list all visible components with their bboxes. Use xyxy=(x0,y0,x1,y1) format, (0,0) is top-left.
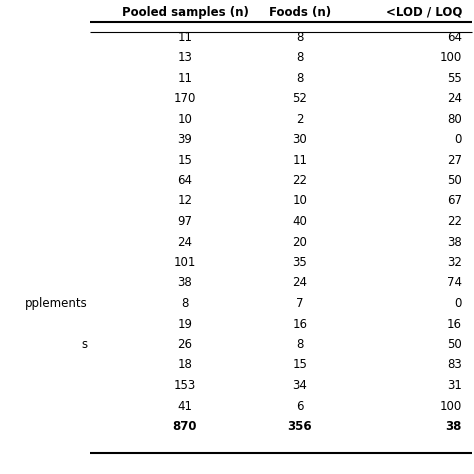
Text: 55: 55 xyxy=(447,72,462,84)
Text: <LOD / LOQ: <LOD / LOQ xyxy=(386,6,462,18)
Text: 38: 38 xyxy=(447,236,462,248)
Text: 38: 38 xyxy=(446,420,462,433)
Text: 15: 15 xyxy=(178,154,192,166)
Text: 24: 24 xyxy=(292,276,308,290)
Text: 80: 80 xyxy=(447,112,462,126)
Text: 40: 40 xyxy=(292,215,308,228)
Text: 22: 22 xyxy=(447,215,462,228)
Text: 101: 101 xyxy=(174,256,196,269)
Text: 7: 7 xyxy=(296,297,304,310)
Text: 27: 27 xyxy=(447,154,462,166)
Text: 11: 11 xyxy=(177,30,192,44)
Text: 16: 16 xyxy=(292,318,308,330)
Text: 74: 74 xyxy=(447,276,462,290)
Text: 31: 31 xyxy=(447,379,462,392)
Text: 8: 8 xyxy=(296,51,304,64)
Text: 67: 67 xyxy=(447,194,462,208)
Text: s: s xyxy=(82,338,88,351)
Text: 22: 22 xyxy=(292,174,308,187)
Text: 20: 20 xyxy=(292,236,308,248)
Text: 8: 8 xyxy=(296,338,304,351)
Text: 11: 11 xyxy=(177,72,192,84)
Text: 35: 35 xyxy=(292,256,307,269)
Text: Foods (n): Foods (n) xyxy=(269,6,331,18)
Text: 39: 39 xyxy=(178,133,192,146)
Text: 24: 24 xyxy=(177,236,192,248)
Text: 8: 8 xyxy=(296,72,304,84)
Text: 19: 19 xyxy=(177,318,192,330)
Text: 26: 26 xyxy=(177,338,192,351)
Text: 10: 10 xyxy=(178,112,192,126)
Text: 11: 11 xyxy=(292,154,308,166)
Text: 41: 41 xyxy=(177,400,192,412)
Text: 8: 8 xyxy=(296,30,304,44)
Text: 2: 2 xyxy=(296,112,304,126)
Text: 10: 10 xyxy=(292,194,308,208)
Text: 170: 170 xyxy=(174,92,196,105)
Text: Pooled samples (n): Pooled samples (n) xyxy=(121,6,248,18)
Text: 100: 100 xyxy=(440,51,462,64)
Text: 15: 15 xyxy=(292,358,308,372)
Text: 50: 50 xyxy=(447,338,462,351)
Text: 24: 24 xyxy=(447,92,462,105)
Text: 18: 18 xyxy=(178,358,192,372)
Text: 8: 8 xyxy=(182,297,189,310)
Text: 12: 12 xyxy=(177,194,192,208)
Text: 64: 64 xyxy=(447,30,462,44)
Text: 6: 6 xyxy=(296,400,304,412)
Text: 34: 34 xyxy=(292,379,308,392)
Text: 50: 50 xyxy=(447,174,462,187)
Text: 52: 52 xyxy=(292,92,308,105)
Text: 97: 97 xyxy=(177,215,192,228)
Text: 356: 356 xyxy=(288,420,312,433)
Text: 100: 100 xyxy=(440,400,462,412)
Text: 153: 153 xyxy=(174,379,196,392)
Text: 32: 32 xyxy=(447,256,462,269)
Text: 0: 0 xyxy=(455,133,462,146)
Text: 16: 16 xyxy=(447,318,462,330)
Text: 30: 30 xyxy=(292,133,307,146)
Text: 13: 13 xyxy=(178,51,192,64)
Text: 38: 38 xyxy=(178,276,192,290)
Text: pplements: pplements xyxy=(25,297,88,310)
Text: 83: 83 xyxy=(447,358,462,372)
Text: 0: 0 xyxy=(455,297,462,310)
Text: 870: 870 xyxy=(173,420,197,433)
Text: 64: 64 xyxy=(177,174,192,187)
